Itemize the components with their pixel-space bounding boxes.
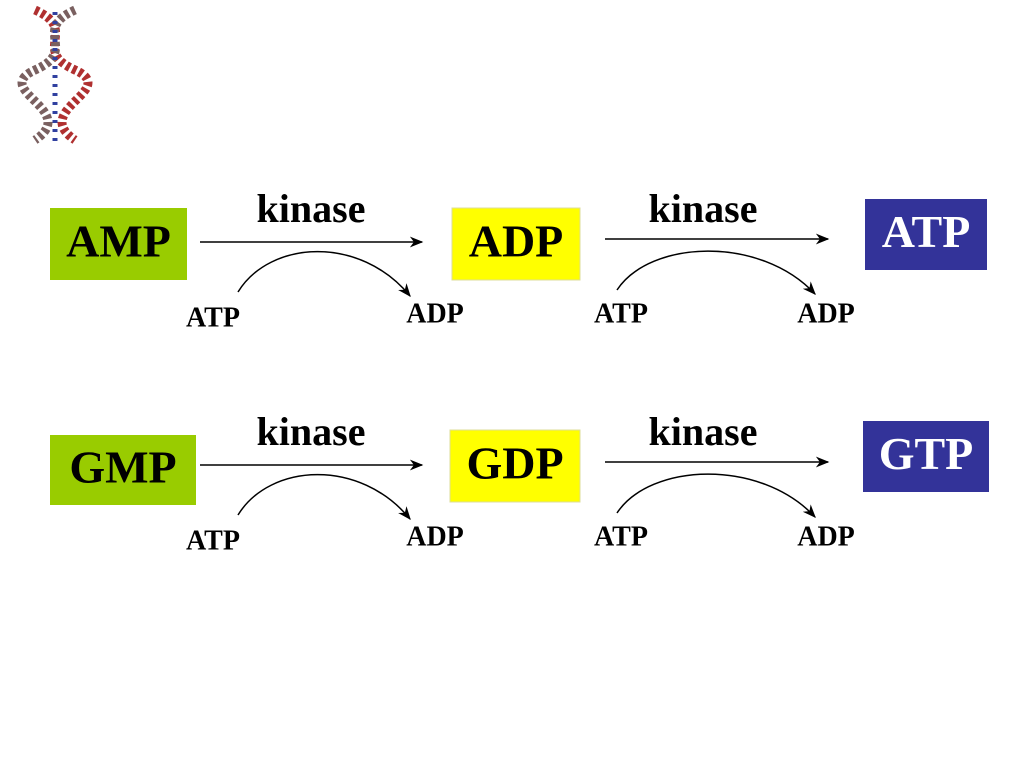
cofactor-arrow <box>237 473 411 521</box>
enzyme-label: kinase <box>649 409 758 454</box>
node-box <box>449 429 581 503</box>
node-label: GMP <box>69 442 176 493</box>
node-box <box>865 199 987 270</box>
cofactor-in: ATP <box>594 521 648 552</box>
node-box <box>451 207 581 281</box>
node-label: ADP <box>469 216 564 267</box>
enzyme-label: kinase <box>257 409 366 454</box>
node-label: GDP <box>466 438 563 489</box>
node-box <box>50 208 187 280</box>
node-label: ATP <box>882 206 971 257</box>
cofactor-out: ADP <box>797 298 855 329</box>
cofactor-arrow <box>616 473 816 518</box>
cofactor-arrow <box>237 250 411 298</box>
node-label: GTP <box>879 428 974 479</box>
cofactor-arrow <box>616 250 816 295</box>
cofactor-out: ADP <box>406 521 464 552</box>
cofactor-out: ADP <box>406 298 464 329</box>
cofactor-out: ADP <box>797 521 855 552</box>
cofactor-in: ATP <box>594 298 648 329</box>
node-label: AMP <box>66 216 171 267</box>
node-box <box>863 421 989 492</box>
enzyme-label: kinase <box>649 186 758 231</box>
enzyme-label: kinase <box>257 186 366 231</box>
node-box <box>50 435 196 505</box>
dna-icon <box>17 5 93 144</box>
cofactor-in: ATP <box>186 525 240 556</box>
cofactor-in: ATP <box>186 302 240 333</box>
